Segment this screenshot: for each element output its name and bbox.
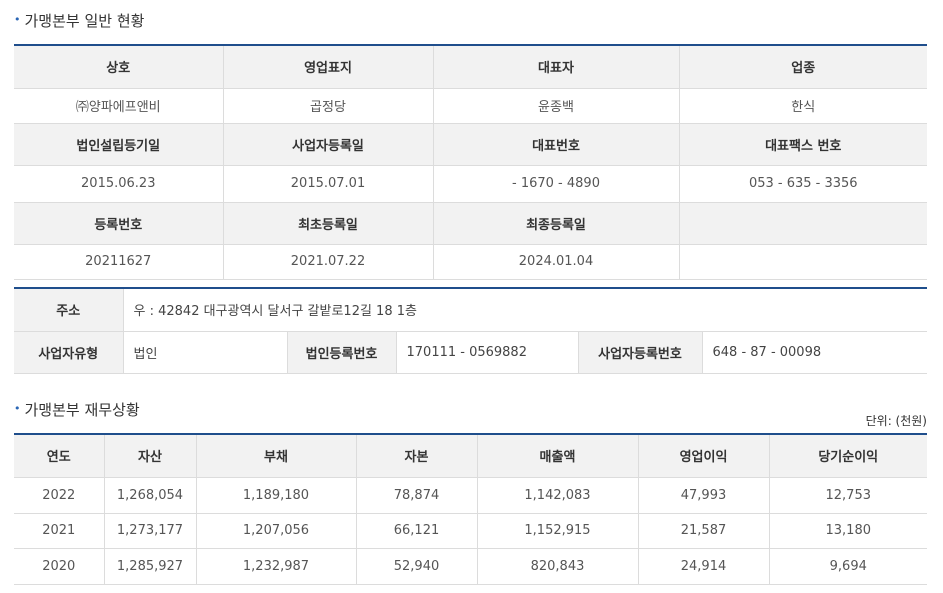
fin-cell-assets: 1,273,177 (103, 513, 196, 549)
finance-section-title: • 가맹본부 재무상황 (14, 401, 140, 419)
fin-header-year: 연도 (14, 434, 104, 478)
fin-cell-liabilities: 1,232,987 (195, 548, 356, 585)
fin-cell-year: 2021 (14, 513, 104, 549)
value-fax: 053 - 635 - 3356 (678, 165, 927, 203)
table-row: 2021 1,273,177 1,207,056 66,121 1,152,91… (14, 513, 927, 549)
corp-reg-value: 170111 - 0569882 (395, 331, 578, 374)
header-industry: 업종 (678, 45, 927, 89)
fin-cell-operating-income: 21,587 (637, 513, 769, 549)
fin-cell-liabilities: 1,189,180 (195, 477, 356, 514)
address-label: 주소 (14, 288, 123, 332)
finance-table: 연도 자산 부채 자본 매출액 영업이익 당기순이익 2022 1,268,05… (14, 433, 927, 585)
address-value: 우 : 42842 대구광역시 달서구 갈밭로12길 18 1층 (122, 288, 928, 332)
fin-cell-year: 2020 (14, 548, 104, 585)
header-trade-name: 상호 (14, 45, 223, 89)
biz-type-value: 법인 (122, 331, 287, 374)
fin-header-liabilities: 부채 (195, 434, 356, 478)
value-ceo: 윤종백 (432, 88, 679, 124)
fin-header-operating-income: 영업이익 (637, 434, 769, 478)
header-incorporation-date: 법인설립등기일 (14, 123, 223, 166)
header-empty (678, 202, 927, 245)
value-industry: 한식 (678, 88, 927, 124)
biz-reg-value: 648 - 87 - 00098 (701, 331, 928, 374)
biz-type-label: 사업자유형 (14, 331, 123, 374)
fin-cell-revenue: 1,152,915 (476, 513, 638, 549)
value-phone: - 1670 - 4890 (432, 165, 679, 203)
fin-cell-operating-income: 47,993 (637, 477, 769, 514)
header-brand: 영업표지 (222, 45, 433, 89)
value-empty (678, 244, 927, 280)
fin-cell-net-income: 13,180 (768, 513, 927, 549)
value-last-reg-date: 2024.01.04 (432, 244, 679, 280)
fin-cell-revenue: 820,843 (476, 548, 638, 585)
header-fax: 대표팩스 번호 (678, 123, 927, 166)
address-table: 주소 우 : 42842 대구광역시 달서구 갈밭로12길 18 1층 사업자유… (14, 287, 928, 374)
header-reg-number: 등록번호 (14, 202, 223, 245)
fin-cell-net-income: 9,694 (768, 548, 927, 585)
fin-cell-assets: 1,285,927 (103, 548, 196, 585)
unit-label: 단위: (천원) (865, 414, 927, 428)
fin-header-equity: 자본 (355, 434, 477, 478)
value-incorporation-date: 2015.06.23 (14, 165, 223, 203)
fin-header-net-income: 당기순이익 (768, 434, 927, 478)
header-phone: 대표번호 (432, 123, 679, 166)
header-ceo: 대표자 (432, 45, 679, 89)
table-row: 2022 1,268,054 1,189,180 78,874 1,142,08… (14, 477, 927, 514)
bullet-icon: • (14, 402, 21, 415)
value-brand: 곱정당 (222, 88, 433, 124)
table-row: 2020 1,285,927 1,232,987 52,940 820,843 … (14, 548, 927, 585)
fin-cell-revenue: 1,142,083 (476, 477, 638, 514)
bullet-icon: • (14, 13, 21, 26)
biz-reg-label: 사업자등록번호 (577, 331, 702, 374)
fin-cell-assets: 1,268,054 (103, 477, 196, 514)
value-trade-name: ㈜양파에프앤비 (14, 88, 223, 124)
fin-header-revenue: 매출액 (476, 434, 638, 478)
fin-cell-net-income: 12,753 (768, 477, 927, 514)
corp-reg-label: 법인등록번호 (286, 331, 396, 374)
fin-cell-equity: 78,874 (355, 477, 477, 514)
value-first-reg-date: 2021.07.22 (222, 244, 433, 280)
value-reg-number: 20211627 (14, 244, 223, 280)
header-last-reg-date: 최종등록일 (432, 202, 679, 245)
fin-cell-year: 2022 (14, 477, 104, 514)
fin-cell-equity: 66,121 (355, 513, 477, 549)
header-first-reg-date: 최초등록일 (222, 202, 433, 245)
header-biz-reg-date: 사업자등록일 (222, 123, 433, 166)
fin-cell-liabilities: 1,207,056 (195, 513, 356, 549)
fin-header-assets: 자산 (103, 434, 196, 478)
value-biz-reg-date: 2015.07.01 (222, 165, 433, 203)
general-info-table: 상호 영업표지 대표자 업종 ㈜양파에프앤비 곱정당 윤종백 한식 법인설립등기… (14, 44, 927, 280)
general-section-title: • 가맹본부 일반 현황 (14, 12, 145, 30)
fin-cell-equity: 52,940 (355, 548, 477, 585)
fin-cell-operating-income: 24,914 (637, 548, 769, 585)
